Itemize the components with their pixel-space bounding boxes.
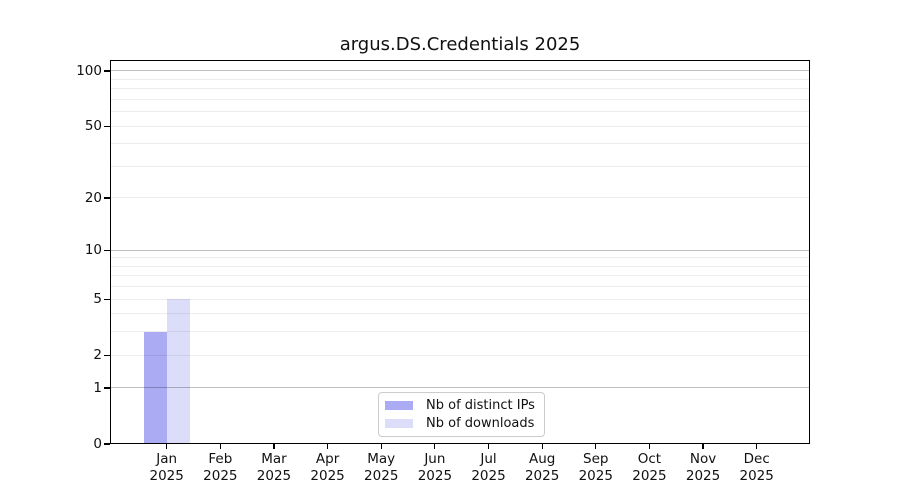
x-tick-mark [702,444,704,449]
x-tick-label-year: 2025 [310,468,345,484]
grid-line-major [110,249,810,251]
axis-layer: Jan 2025 Feb 2025 Mar 2025 Apr 2025 May 2025 Jun 20… [76,60,810,484]
x-tick-label-month: Sep [583,451,609,467]
plot-area: Jan 2025 Feb 2025 Mar 2025 Apr 2025 May 2025 Jun 20… [76,60,810,484]
grid-line-minor [110,298,810,300]
grid-line-minor [110,125,810,127]
bar-distinct-ips [143,331,167,444]
y-tick-mark [104,387,110,389]
grid-line-minor [110,98,810,100]
y-tick-mark [104,125,110,127]
x-tick-mark [595,444,597,449]
x-tick-label-year: 2025 [417,468,453,484]
grid-line-minor [110,78,810,80]
y-tick-label: 20 [84,189,102,206]
x-tick-label-year: 2025 [524,468,560,484]
x-tick-label: Nov 2025 [671,451,735,485]
x-tick-label: Aug 2025 [510,451,574,485]
x-tick-label-year: 2025 [364,468,399,484]
grid-line-major [110,70,810,72]
y-tick-mark [104,354,110,356]
x-tick-label: Mar 2025 [242,451,306,485]
grid-line-minor [110,143,810,145]
x-tick-label-month: Apr [315,451,340,467]
x-tick-label-year: 2025 [471,468,506,484]
legend-label-distinct-ips: Nb of distinct IPs [426,397,535,413]
y-tick-label: 10 [84,242,102,259]
y-tick-label: 0 [93,436,102,452]
grid-line-minor [110,257,810,259]
chart-title: argus.DS.Credentials 2025 [339,34,581,55]
y-tick-label: 50 [84,118,102,135]
x-tick-label: Jun 2025 [403,451,467,485]
y-tick-mark [104,443,110,445]
x-tick-mark [166,444,168,449]
grid-line-minor [110,331,810,333]
x-tick-mark [434,444,436,449]
x-tick-label-month: Jul [480,451,497,467]
x-tick-label: Feb 2025 [188,451,252,485]
x-tick-label-month: Oct [637,451,662,467]
x-tick-mark [756,444,758,449]
grid-line-minor [110,286,810,288]
legend: Nb of distinct IPs Nb of downloads [378,392,545,437]
grid-line-minor [110,165,810,167]
grid-line-minor [110,275,810,277]
x-tick-mark [487,444,490,449]
y-tick-mark [104,70,110,72]
y-tick-mark [104,197,110,199]
bars-layer [110,60,810,444]
x-tick-mark [380,444,382,449]
x-tick-mark [648,444,650,449]
y-tick-label: 1 [93,379,102,396]
grid-line-minor [110,111,810,113]
grid-line-major [110,387,810,389]
legend-item-downloads: Nb of downloads [385,415,538,434]
grid-line-minor [110,313,810,315]
grid-line-minor [110,88,810,90]
grid-line-minor [110,354,810,356]
x-tick-label-month: Feb [208,451,233,467]
legend-swatch-downloads [385,419,413,429]
legend-swatch-distinct-ips [385,400,413,410]
x-tick-label-month: May [367,451,396,467]
x-tick-label: Sep 2025 [564,451,628,485]
grid-layer [110,60,810,444]
x-tick-mark [541,444,543,449]
x-tick-label: May 2025 [349,451,413,485]
x-tick-label-year: 2025 [578,468,613,484]
x-tick-label-month: Mar [261,451,287,467]
x-tick-label-year: 2025 [149,468,184,484]
x-tick-mark [327,444,329,449]
y-tick-mark [104,249,110,251]
x-tick-label: Jan 2025 [135,451,199,485]
x-tick-label-month: Jan [156,451,178,467]
y-tick-label: 5 [93,291,102,308]
x-tick-label-month: Dec [743,451,770,467]
legend-label-downloads: Nb of downloads [426,416,535,432]
x-tick-label-month: Nov [689,451,717,467]
x-tick-mark [219,444,221,449]
grid-line-minor [110,197,810,199]
y-tick-label: 2 [93,347,102,364]
x-tick-label: Oct 2025 [617,451,681,485]
y-tick-mark [104,298,110,300]
x-tick-label: Apr 2025 [296,451,360,485]
x-tick-label: Jul 2025 [457,451,521,485]
bar-downloads [166,299,190,444]
x-tick-label-year: 2025 [203,468,238,484]
x-tick-label-month: Jun [424,451,446,467]
y-tick-label: 100 [76,62,102,79]
x-tick-mark [273,444,275,449]
legend-item-distinct-ips: Nb of distinct IPs [385,396,538,415]
x-tick-label-year: 2025 [739,468,774,484]
grid-line-minor [110,265,810,267]
x-tick-label-month: Aug [528,451,556,467]
x-tick-label: Dec 2025 [725,451,789,485]
x-tick-label-year: 2025 [685,468,721,484]
x-tick-label-year: 2025 [632,468,667,484]
x-tick-label-year: 2025 [256,468,292,484]
